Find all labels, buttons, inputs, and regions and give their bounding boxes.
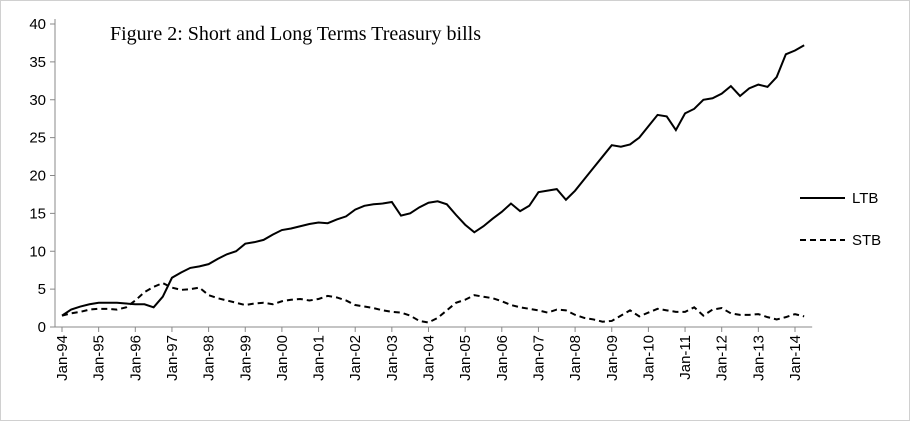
x-tick-label: Jan-10 bbox=[640, 335, 657, 381]
x-tick-label: Jan-96 bbox=[127, 335, 144, 381]
x-tick-label: Jan-95 bbox=[91, 335, 108, 381]
x-tick-label: Jan-07 bbox=[530, 335, 547, 381]
y-tick-label: 35 bbox=[29, 54, 46, 71]
x-tick-label: Jan-94 bbox=[54, 335, 71, 381]
x-tick-label: Jan-14 bbox=[787, 335, 804, 381]
x-tick-label: Jan-11 bbox=[677, 335, 694, 380]
y-tick-label: 0 bbox=[38, 319, 46, 336]
x-tick-label: Jan-12 bbox=[714, 335, 731, 381]
x-tick-label: Jan-00 bbox=[274, 335, 291, 381]
series-line bbox=[61, 44, 805, 317]
x-tick-label: Jan-13 bbox=[750, 335, 767, 381]
x-tick-label: Jan-97 bbox=[164, 335, 181, 381]
x-tick-label: Jan-06 bbox=[494, 335, 511, 381]
y-tick-label: 20 bbox=[29, 168, 46, 185]
x-tick-label: Jan-03 bbox=[384, 335, 401, 381]
x-tick-label: Jan-05 bbox=[457, 335, 474, 381]
x-tick-label: Jan-01 bbox=[311, 335, 328, 381]
y-tick-label: 30 bbox=[29, 92, 46, 109]
legend-label: LTB bbox=[852, 190, 878, 207]
x-tick-label: Jan-08 bbox=[567, 335, 584, 381]
x-tick-label: Jan-99 bbox=[237, 335, 254, 381]
y-tick-label: 10 bbox=[29, 243, 46, 260]
legend-label: STB bbox=[852, 232, 881, 249]
y-tick-label: 40 bbox=[29, 16, 46, 33]
y-tick-label: 15 bbox=[29, 205, 46, 222]
y-tick-label: 25 bbox=[29, 130, 46, 147]
y-tick-label: 5 bbox=[38, 281, 46, 298]
x-tick-label: Jan-02 bbox=[347, 335, 364, 381]
x-tick-label: Jan-98 bbox=[201, 335, 218, 381]
x-tick-label: Jan-04 bbox=[421, 335, 438, 381]
chart-title: Figure 2: Short and Long Terms Treasury … bbox=[110, 23, 481, 45]
x-tick-label: Jan-09 bbox=[604, 335, 621, 381]
series-line bbox=[61, 281, 805, 324]
